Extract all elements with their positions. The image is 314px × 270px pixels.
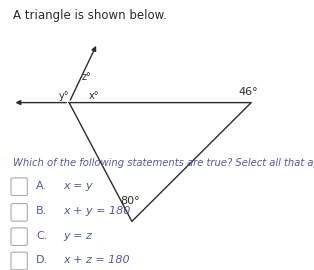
- Text: x + y = 180: x + y = 180: [63, 206, 130, 217]
- FancyBboxPatch shape: [11, 204, 27, 221]
- Text: A triangle is shown below.: A triangle is shown below.: [13, 9, 166, 22]
- Text: y°: y°: [59, 91, 70, 101]
- Text: Which of the following statements are true? Select all that apply.: Which of the following statements are tr…: [13, 158, 314, 168]
- Text: 46°: 46°: [238, 87, 258, 97]
- Text: A.: A.: [36, 181, 47, 191]
- Text: y = z: y = z: [63, 231, 92, 241]
- FancyBboxPatch shape: [11, 178, 27, 195]
- Text: C.: C.: [36, 231, 47, 241]
- Text: D.: D.: [36, 255, 48, 265]
- Text: x = y: x = y: [63, 181, 92, 191]
- FancyBboxPatch shape: [11, 228, 27, 245]
- Text: 80°: 80°: [121, 196, 140, 206]
- Text: z°: z°: [81, 72, 91, 82]
- Text: x°: x°: [89, 91, 100, 101]
- Text: x + z = 180: x + z = 180: [63, 255, 129, 265]
- FancyBboxPatch shape: [11, 252, 27, 270]
- Text: B.: B.: [36, 206, 47, 217]
